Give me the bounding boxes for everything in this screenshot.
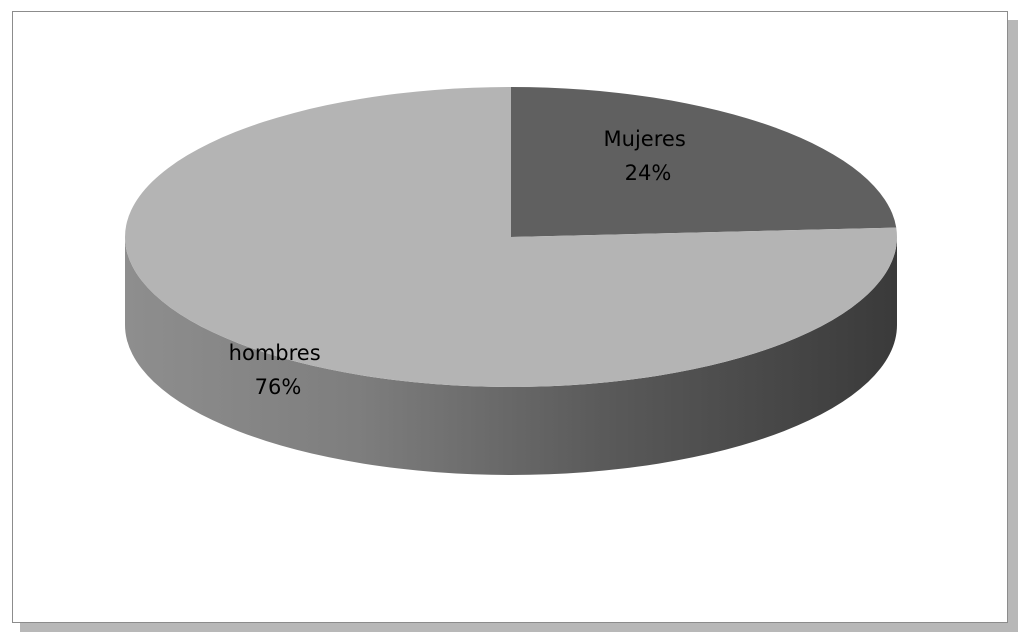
slice-name-hombres: hombres [229,341,321,365]
slice-percent-mujeres: 24% [625,161,672,185]
pie-tops [125,87,898,388]
slice-label-mujeres: Mujeres 24% [604,127,693,185]
pie-labels: Mujeres 24% hombres 76% [229,127,693,399]
slice-percent-hombres: 76% [255,375,302,399]
pie-chart: Mujeres 24% hombres 76% [125,87,898,475]
slice-label-hombres: hombres 76% [229,341,328,399]
slice-name-mujeres: Mujeres [604,127,686,151]
pie-side-wall [125,237,897,475]
pie-sides [125,237,897,475]
chart-frame: Mujeres 24% hombres 76% [12,11,1008,623]
pie-slice-hombres [125,87,898,388]
pie-slice-mujeres [511,87,897,237]
